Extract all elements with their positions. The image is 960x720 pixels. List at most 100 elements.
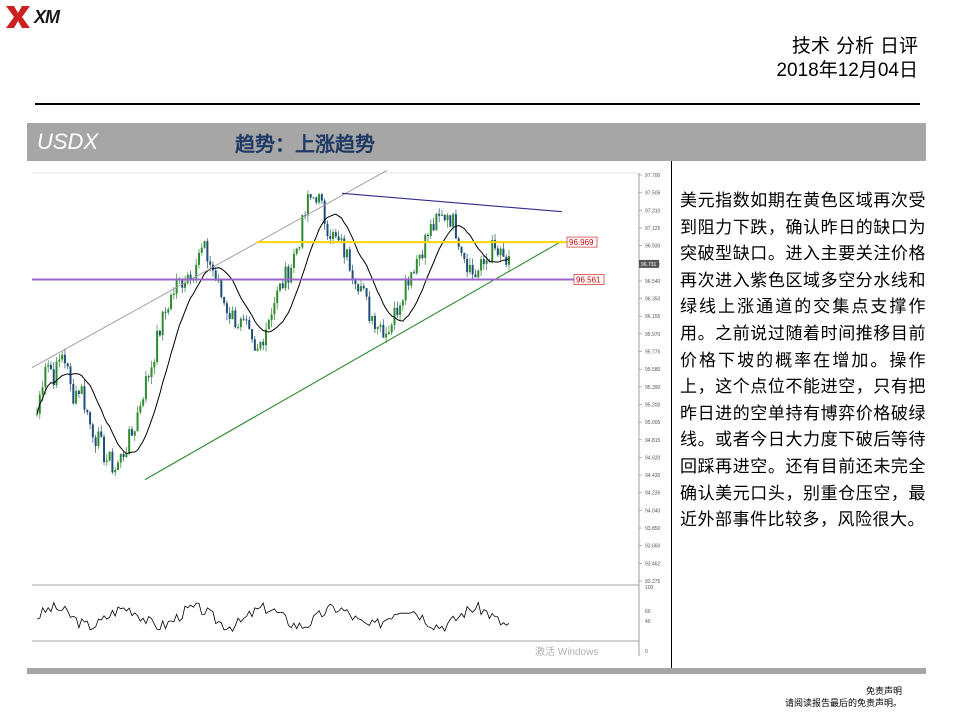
candle-body <box>153 361 156 368</box>
candle-body <box>197 252 200 265</box>
y-tick-label: 94.815 <box>645 438 661 444</box>
candle-body <box>343 238 346 258</box>
y-tick-label: 94.430 <box>645 473 661 479</box>
candle-body <box>278 283 281 291</box>
candle-body <box>242 318 245 320</box>
candle-body <box>128 429 131 454</box>
candle-body <box>161 311 164 336</box>
candle-body <box>496 248 499 256</box>
candle-body <box>502 248 505 257</box>
y-tick-label: 95.580 <box>645 367 661 373</box>
y-tick-label: 97.700 <box>645 173 661 179</box>
candle-body <box>206 241 209 262</box>
candle-body <box>189 274 192 281</box>
candle-body <box>239 318 242 328</box>
candle-body <box>172 293 175 295</box>
y-tick-label: 93.275 <box>645 579 661 585</box>
current-price-box <box>639 259 659 268</box>
candle-body <box>265 329 268 346</box>
candle-body <box>480 259 483 271</box>
candle-body <box>55 361 58 385</box>
level-label: 96.561 <box>576 276 601 285</box>
candle-body <box>329 236 332 239</box>
candle-body <box>337 236 340 241</box>
candle-body <box>164 311 167 313</box>
oscillator-tick-label: 60 <box>645 609 651 615</box>
candle-body <box>435 213 438 231</box>
candle-body <box>446 215 449 221</box>
candle-body <box>382 324 385 338</box>
candle-body <box>466 258 469 273</box>
candle-body <box>485 260 488 264</box>
candle-body <box>281 283 284 289</box>
y-tick-label: 96.540 <box>645 279 661 285</box>
candle-body <box>83 386 86 410</box>
candle-body <box>175 279 178 294</box>
candle-body <box>52 369 55 385</box>
candle-body <box>105 460 108 463</box>
candle-body <box>505 256 508 265</box>
candle-body <box>390 325 393 333</box>
candle-body <box>150 367 153 378</box>
candle-body <box>156 330 159 362</box>
candle-body <box>97 431 100 447</box>
support-channel-line <box>144 240 563 481</box>
analysis-text: 美元指数如期在黄色区域再次受到阻力下跌，确认昨日的缺口为突破型缺口。进入主要关注… <box>680 191 926 531</box>
candle-body <box>351 270 354 280</box>
candle-body <box>136 412 139 432</box>
candle-body <box>63 354 66 364</box>
candle-body <box>334 232 337 237</box>
candle-body <box>181 278 184 288</box>
candle-body <box>200 247 203 253</box>
disclaimer-text: 请阅读报告最后的免责声明。 <box>784 699 902 709</box>
candle-body <box>387 332 390 334</box>
candle-body <box>214 270 217 281</box>
candle-body <box>287 266 290 283</box>
candle-body <box>312 197 315 199</box>
candle-body <box>385 333 388 338</box>
candle-body <box>273 302 276 315</box>
candle-body <box>86 409 89 413</box>
y-tick-label: 94.040 <box>645 508 661 514</box>
candle-body <box>122 453 125 458</box>
candle-body <box>103 436 106 463</box>
candle-body <box>399 305 402 315</box>
candle-body <box>209 261 212 265</box>
upper-channel-line <box>31 169 388 369</box>
candle-body <box>295 248 298 254</box>
candle-body <box>256 348 259 351</box>
oscillator-tick-label: 40 <box>645 619 651 625</box>
candle-body <box>346 249 349 258</box>
candle-body <box>270 314 273 320</box>
candle-body <box>276 290 279 303</box>
instrument-symbol: USDX <box>37 129 99 154</box>
y-tick-label: 94.235 <box>645 491 661 497</box>
report-title: 技术 分析 日评 <box>791 35 918 57</box>
candle-body <box>89 412 92 425</box>
level-label-box <box>573 274 605 285</box>
trend-label: 趋势：上涨趋势 <box>235 132 375 156</box>
candle-body <box>228 313 231 320</box>
candle-body <box>362 286 365 289</box>
candle-body <box>376 326 379 329</box>
candle-body <box>36 413 38 415</box>
candle-body <box>111 451 114 473</box>
y-tick-label: 93.850 <box>645 526 661 532</box>
candle-body <box>130 429 133 436</box>
report-date: 2018年12月04日 <box>776 60 918 81</box>
candle-body <box>323 200 326 224</box>
candle-body <box>427 234 430 237</box>
candle-body <box>393 307 396 326</box>
candle-body <box>223 297 226 304</box>
candle-body <box>75 390 78 404</box>
candle-body <box>147 376 150 378</box>
candle-body <box>133 431 136 436</box>
candle-body <box>477 270 480 278</box>
candle-body <box>371 315 374 321</box>
candle-body <box>494 240 497 249</box>
candle-body <box>253 339 256 351</box>
candle-body <box>320 194 323 201</box>
candle-body <box>290 267 293 283</box>
windows-watermark: 激活 Windows <box>535 647 599 658</box>
candle-body <box>415 258 418 274</box>
